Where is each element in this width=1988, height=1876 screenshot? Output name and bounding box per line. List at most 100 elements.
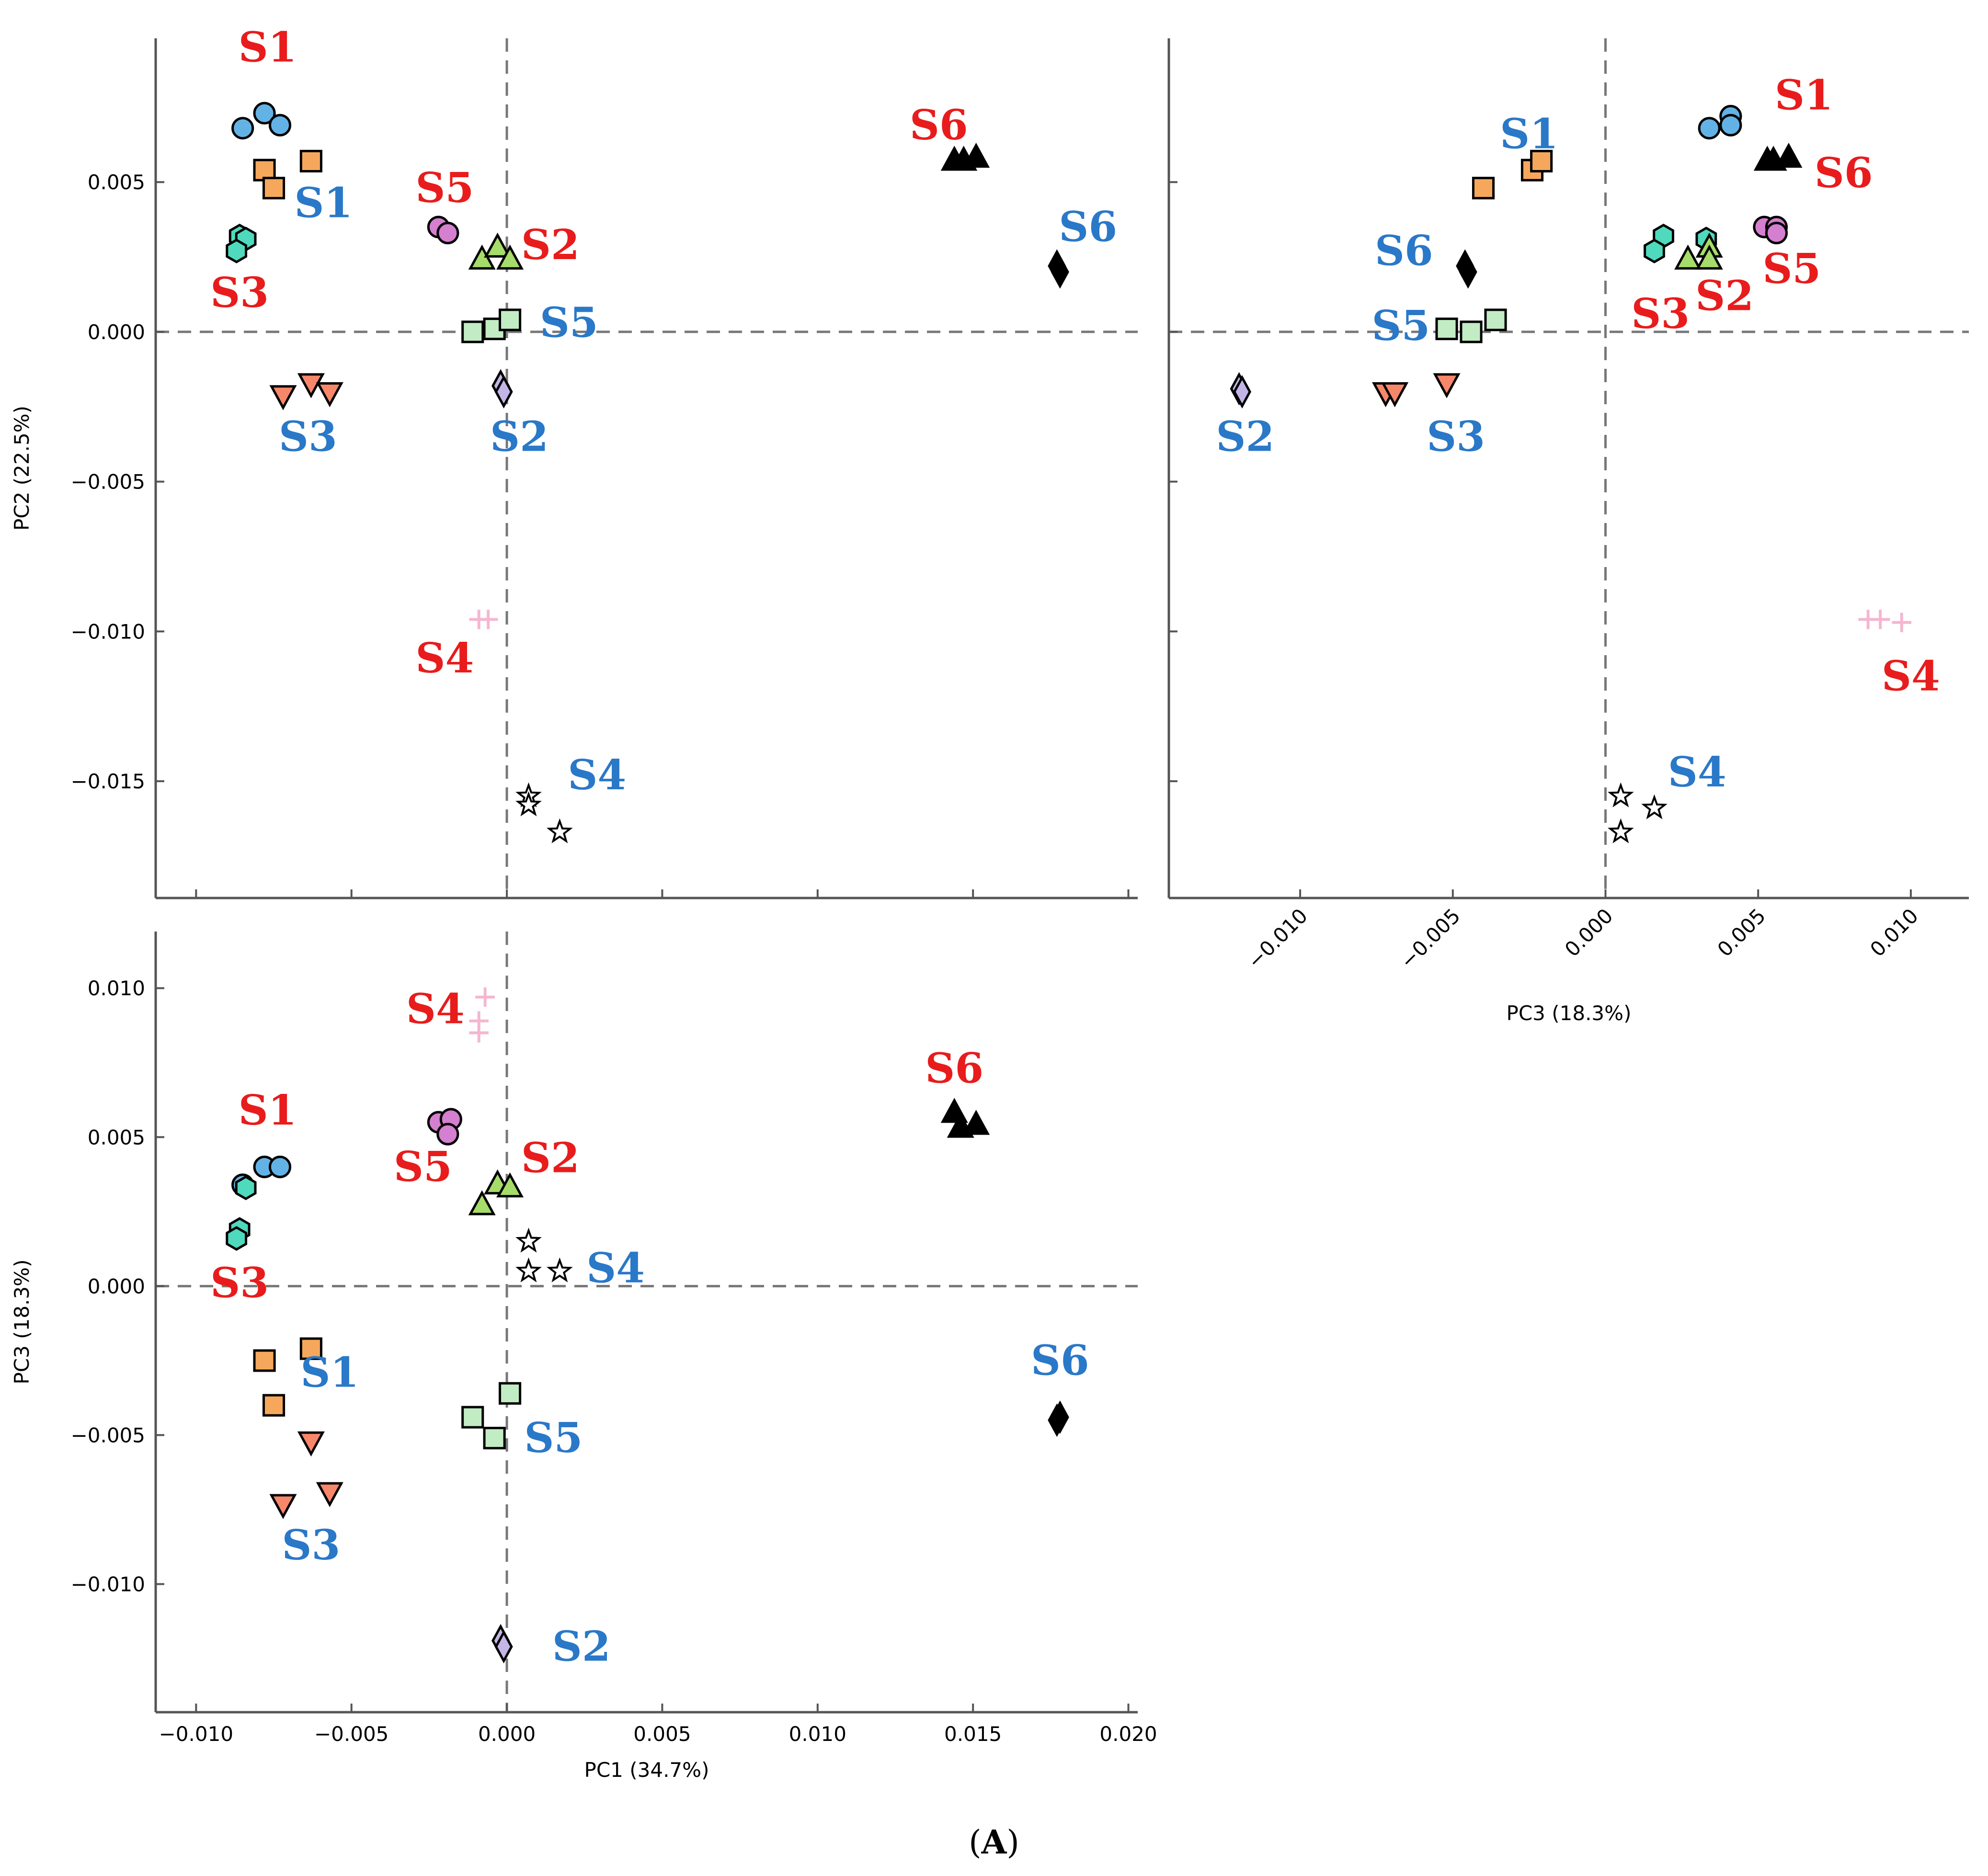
group-label-s4-red: S4 xyxy=(406,985,465,1033)
point-black-star xyxy=(1607,782,1634,807)
group-label-s6-red: S6 xyxy=(910,101,968,149)
y-tick-label: −0.015 xyxy=(71,770,145,793)
point-lightgreen-square xyxy=(483,1427,506,1450)
point-green-triangle xyxy=(496,244,524,270)
group-label-s4-blue: S4 xyxy=(568,751,626,799)
x-tick-label: 0.000 xyxy=(478,1722,536,1746)
point-green-triangle xyxy=(484,232,512,258)
group-label-s1-blue: S1 xyxy=(294,179,353,227)
y-tick-label: −0.010 xyxy=(71,1572,145,1596)
point-salmon-triangle-down xyxy=(316,1482,343,1507)
group-label-s5-red: S5 xyxy=(1762,245,1821,293)
group-label-s2-blue: S2 xyxy=(552,1623,611,1671)
point-pink-plus xyxy=(478,610,498,629)
y-tick-label: −0.005 xyxy=(71,1423,145,1447)
y-axis-title: PC3 (18.3%) xyxy=(10,1260,34,1385)
group-label-s6-red: S6 xyxy=(1815,149,1873,197)
point-black-triangle xyxy=(962,142,990,168)
point-orange-square xyxy=(299,1337,322,1360)
group-label-s3-red: S3 xyxy=(210,1259,269,1308)
point-green-triangle xyxy=(1674,244,1702,270)
x-tick-label: 0.020 xyxy=(1099,1722,1157,1746)
point-orange-square xyxy=(1472,177,1495,200)
group-label-s1-blue: S1 xyxy=(1500,110,1558,159)
point-blue-circle xyxy=(268,1155,292,1179)
point-pink-circle xyxy=(436,1123,459,1146)
point-lavender-diamond xyxy=(1233,375,1252,409)
point-salmon-triangle-down xyxy=(297,373,325,398)
group-label-s4-red: S4 xyxy=(1882,652,1940,701)
panel-letter: (A) xyxy=(969,1823,1019,1862)
chart-pc1_pc2: 0.005 0.000 −0.005 −0.010 −0.015 PC2 (22.5%) S… xyxy=(10,23,1138,899)
point-lightgreen-square xyxy=(1435,318,1458,341)
point-black-star xyxy=(515,791,542,817)
point-pink-plus xyxy=(469,1023,489,1043)
point-pink-plus xyxy=(475,987,495,1007)
point-orange-square xyxy=(1530,149,1553,172)
point-green-triangle xyxy=(468,244,496,270)
point-black-diamond xyxy=(1051,1400,1069,1434)
group-label-s2-red: S2 xyxy=(521,221,580,269)
point-pink-circle xyxy=(436,221,459,245)
point-orange-square xyxy=(299,149,322,172)
point-blue-circle xyxy=(268,114,292,136)
point-black-star xyxy=(1641,794,1668,819)
group-label-s4-blue: S4 xyxy=(586,1244,645,1293)
group-label-s5-blue: S5 xyxy=(540,299,598,347)
point-orange-square xyxy=(262,1394,286,1417)
y-tick-label: 0.000 xyxy=(88,320,145,344)
group-label-s1-red: S1 xyxy=(1775,71,1833,119)
x-axis-title: PC1 (34.7%) xyxy=(584,1758,709,1782)
y-tick-label: 0.000 xyxy=(88,1274,145,1298)
point-green-triangle xyxy=(468,1190,496,1216)
y-tick-label: −0.005 xyxy=(71,470,145,494)
point-lightgreen-square xyxy=(461,320,484,343)
point-lightgreen-square xyxy=(1460,320,1483,343)
y-tick-label: 0.005 xyxy=(88,171,145,194)
group-label-s1-red: S1 xyxy=(239,23,297,71)
group-label-s4-red: S4 xyxy=(415,634,474,682)
panel-letter-open: ( xyxy=(969,1824,982,1862)
group-label-s3-blue: S3 xyxy=(1427,412,1485,461)
group-label-s6-red: S6 xyxy=(925,1045,983,1093)
point-salmon-triangle-down xyxy=(316,382,343,408)
x-tick-label: 0.005 xyxy=(633,1722,691,1746)
x-tick-label: −0.010 xyxy=(159,1722,233,1746)
point-lightgreen-square xyxy=(498,1382,522,1405)
point-teal-hexagon xyxy=(235,1175,257,1200)
y-axis-title: PC2 (22.5%) xyxy=(10,406,34,531)
point-black-triangle xyxy=(962,1110,990,1135)
point-blue-circle xyxy=(1698,117,1721,140)
point-black-star xyxy=(515,1228,542,1253)
group-label-s2-blue: S2 xyxy=(1216,412,1274,461)
point-teal-hexagon xyxy=(226,239,248,263)
point-pink-plus xyxy=(1870,610,1890,629)
point-black-star xyxy=(1607,818,1634,843)
point-black-star xyxy=(515,1257,542,1283)
point-black-triangle xyxy=(1775,142,1803,168)
x-axis-title: PC3 (18.3%) xyxy=(1507,1001,1632,1025)
point-pink-plus xyxy=(1892,613,1912,632)
x-tick-label: −0.005 xyxy=(314,1722,388,1746)
point-blue-circle xyxy=(253,102,276,125)
group-label-s4-blue: S4 xyxy=(1668,748,1726,796)
y-tick-label: 0.010 xyxy=(88,977,145,1000)
group-label-s6-blue: S6 xyxy=(1375,227,1433,275)
point-lightgreen-square xyxy=(461,1406,484,1429)
group-label-s5-red: S5 xyxy=(415,164,474,212)
group-label-s6-blue: S6 xyxy=(1059,203,1117,251)
group-label-s5-blue: S5 xyxy=(524,1414,583,1462)
group-label-s5-red: S5 xyxy=(394,1143,452,1191)
group-label-s2-blue: S2 xyxy=(490,412,548,461)
point-lavender-diamond xyxy=(494,375,513,409)
point-pink-circle xyxy=(1765,221,1788,245)
group-label-s3-blue: S3 xyxy=(279,412,337,461)
point-blue-circle xyxy=(231,117,254,140)
x-tick-label: 0.010 xyxy=(789,1722,846,1746)
chart-pc1_pc3: 0.010 0.005 0.000 −0.005 −0.010 −0.010 −0.005 0… xyxy=(10,932,1157,1782)
point-lightgreen-square xyxy=(498,308,522,331)
y-tick-label: 0.005 xyxy=(88,1126,145,1149)
point-green-triangle xyxy=(1695,244,1723,270)
point-orange-square xyxy=(262,177,286,200)
